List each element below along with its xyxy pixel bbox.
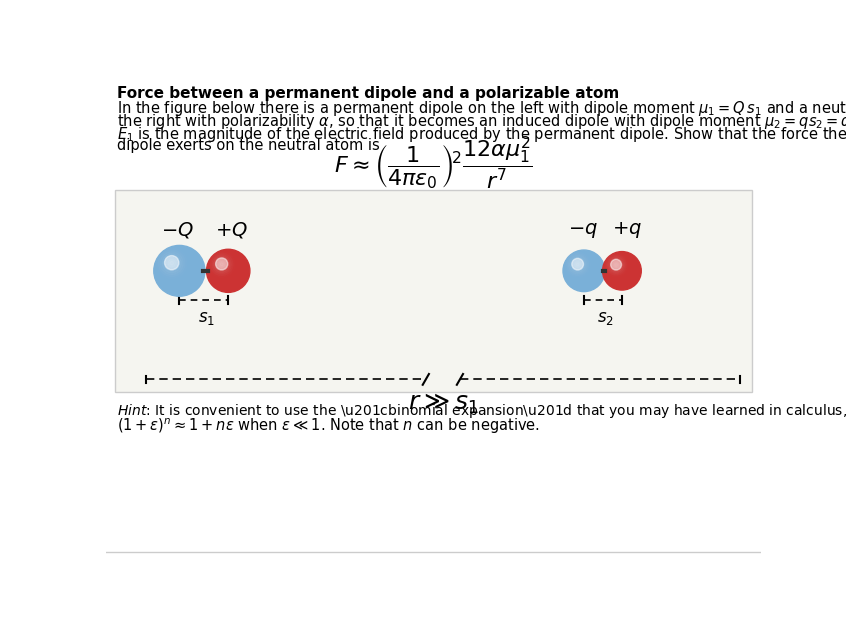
Text: $E_1$ is the magnitude of the electric field produced by the permanent dipole. S: $E_1$ is the magnitude of the electric f…: [118, 125, 846, 144]
Text: $+q$: $+q$: [613, 220, 642, 240]
Circle shape: [563, 250, 605, 292]
Text: $(1+\epsilon)^n \approx 1 + n\epsilon$ when $\epsilon \ll 1$. Note that $n$ can : $(1+\epsilon)^n \approx 1 + n\epsilon$ w…: [118, 416, 541, 436]
Circle shape: [602, 251, 641, 290]
Circle shape: [170, 261, 173, 265]
Circle shape: [216, 258, 228, 270]
Text: $+Q$: $+Q$: [215, 220, 248, 240]
Text: In the figure below there is a permanent dipole on the left with dipole moment $: In the figure below there is a permanent…: [118, 99, 846, 118]
Circle shape: [220, 263, 223, 266]
Text: $-Q$: $-Q$: [161, 220, 194, 240]
Text: $F \approx \left(\dfrac{1}{4\pi\epsilon_0}\right)^{\!2} \dfrac{12\alpha\mu_1^2}{: $F \approx \left(\dfrac{1}{4\pi\epsilon_…: [334, 134, 533, 192]
Text: $-q$: $-q$: [569, 221, 598, 240]
Text: $r \gg s_1$: $r \gg s_1$: [408, 392, 478, 416]
FancyBboxPatch shape: [115, 190, 752, 393]
Circle shape: [574, 261, 581, 268]
Circle shape: [154, 245, 205, 296]
Text: $s_1$: $s_1$: [198, 309, 215, 327]
Circle shape: [164, 256, 179, 270]
Circle shape: [611, 260, 622, 270]
Text: $\mathit{Hint}$: It is convenient to use the \u201cbinomial expansion\u201d that: $\mathit{Hint}$: It is convenient to use…: [118, 403, 846, 421]
Text: dipole exerts on the neutral atom is: dipole exerts on the neutral atom is: [118, 139, 380, 154]
Circle shape: [613, 262, 619, 268]
Circle shape: [168, 260, 175, 267]
Text: the right with polarizability $\alpha$, so that it becomes an induced dipole wit: the right with polarizability $\alpha$, …: [118, 112, 846, 131]
Circle shape: [206, 250, 250, 292]
Circle shape: [572, 258, 584, 270]
Text: Force between a permanent dipole and a polarizable atom: Force between a permanent dipole and a p…: [118, 86, 619, 101]
Circle shape: [615, 263, 618, 266]
Circle shape: [218, 261, 225, 268]
Text: $s_2$: $s_2$: [596, 309, 613, 327]
Circle shape: [576, 263, 580, 266]
